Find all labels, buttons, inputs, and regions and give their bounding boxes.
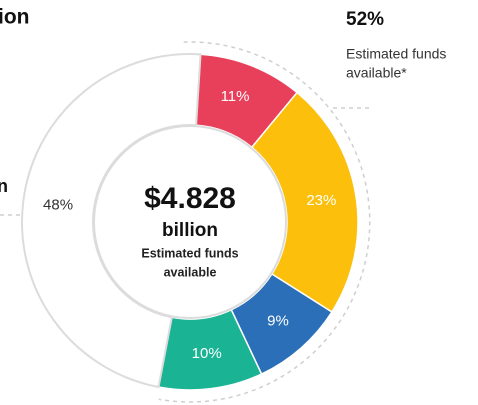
annotation-text: Estimated funds [346, 46, 446, 62]
center-value: $4.828 [144, 182, 236, 215]
segment-label: 10% [192, 345, 222, 362]
center-unit: billion [162, 220, 218, 241]
annotation-text: available* [346, 65, 407, 81]
segment-label: 48% [43, 196, 73, 213]
segment-label: 11% [221, 88, 250, 105]
annotation-value: 52% [346, 9, 384, 30]
cropped-label: n [0, 176, 8, 196]
segment-label: 23% [306, 192, 336, 209]
cropped-title: ion [0, 6, 30, 29]
center-caption: available [164, 265, 217, 279]
inner-ring [93, 125, 287, 319]
center-caption: Estimated funds [141, 246, 238, 260]
segment-label: 9% [267, 313, 289, 330]
